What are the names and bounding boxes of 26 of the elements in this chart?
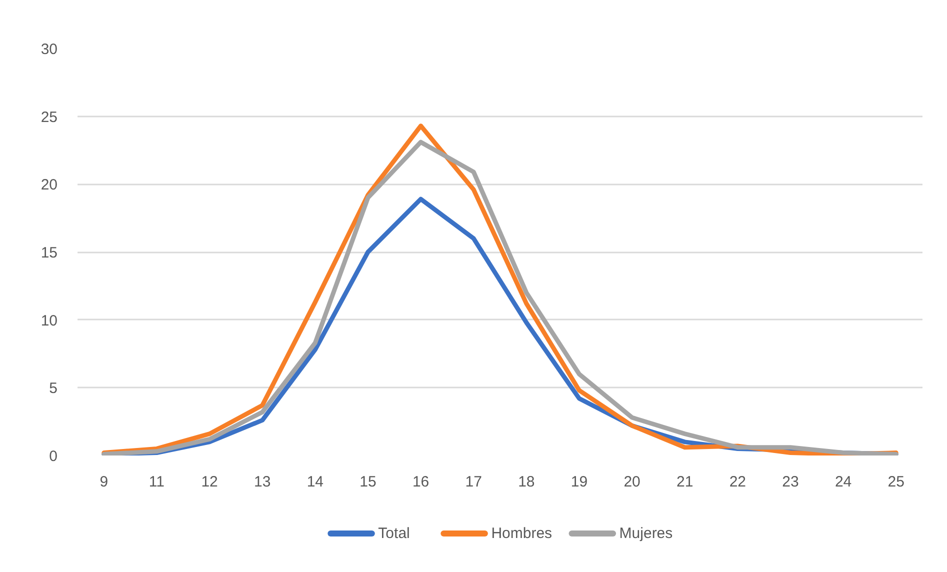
x-tick-label: 11	[148, 474, 165, 490]
x-tick-label: 14	[306, 474, 324, 490]
x-tick-label: 21	[676, 474, 694, 490]
x-tick-label: 17	[465, 474, 482, 490]
y-tick-label: 0	[49, 448, 58, 465]
y-tick-label: 15	[40, 244, 58, 262]
legend-label: Hombres	[491, 525, 552, 542]
x-tick-label: 15	[360, 474, 376, 490]
legend-label: Mujeres	[619, 525, 673, 542]
y-tick-label: 10	[40, 312, 58, 330]
y-tick-label: 5	[49, 380, 58, 398]
x-tick-label: 19	[570, 474, 588, 490]
x-tick-label: 20	[624, 474, 640, 490]
x-tick-label: 25	[888, 474, 904, 490]
y-tick-label: 20	[40, 176, 58, 194]
y-tick-label: 25	[40, 108, 58, 126]
x-tick-label: 16	[412, 474, 430, 490]
legend-label: Total	[378, 525, 410, 542]
x-tick-label: 24	[834, 474, 852, 490]
x-tick-label: 23	[782, 474, 799, 490]
x-tick-label: 9	[100, 474, 108, 490]
x-tick-label: 22	[729, 474, 746, 490]
x-tick-label: 13	[254, 474, 271, 490]
y-tick-label: 30	[40, 41, 58, 58]
x-tick-label: 18	[518, 474, 535, 490]
x-tick-label: 12	[201, 474, 218, 490]
